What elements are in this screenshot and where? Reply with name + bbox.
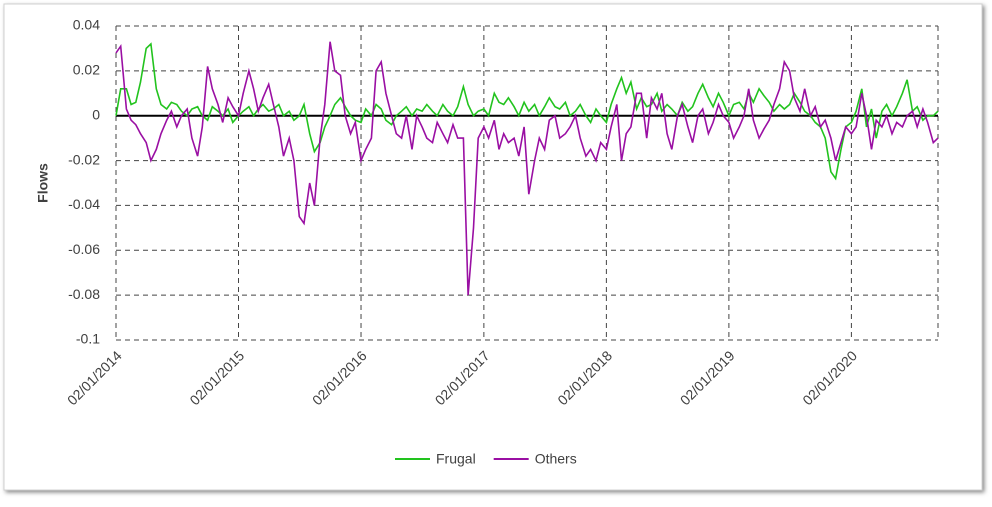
y-tick-label: -0.1 (76, 331, 100, 347)
y-axis-label: Flows (35, 163, 51, 203)
y-tick-label: 0.04 (73, 17, 100, 33)
y-tick-label: -0.08 (68, 286, 100, 302)
y-tick-label: -0.04 (68, 196, 100, 212)
y-tick-label: 0 (92, 106, 100, 122)
line-series (115, 41, 939, 296)
y-tick-label: -0.06 (68, 241, 100, 257)
y-tick-label: 0.02 (73, 62, 100, 78)
legend-label: Others (535, 451, 577, 467)
legend-label: Frugal (436, 451, 476, 467)
y-tick-label: -0.02 (68, 151, 100, 167)
chart-frame (3, 3, 983, 491)
